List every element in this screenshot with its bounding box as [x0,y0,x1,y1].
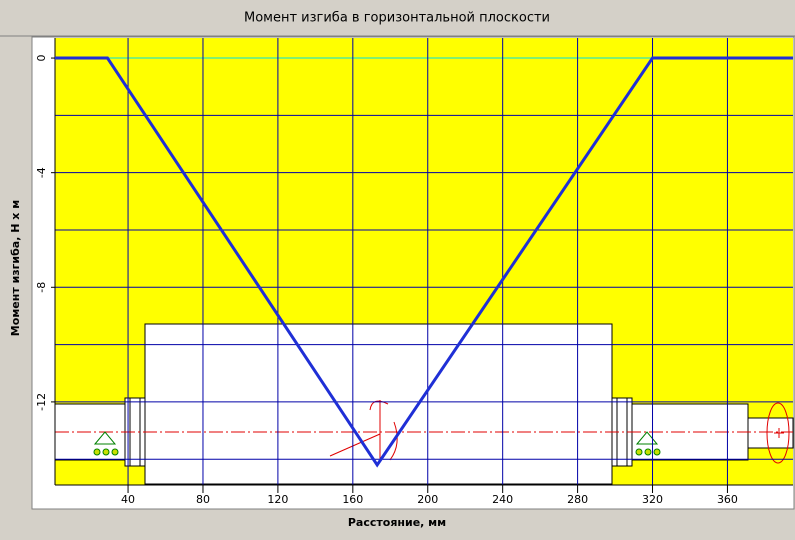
y-tick-label: -4 [35,167,48,178]
y-axis-title: Момент изгиба, Н х м [9,200,22,336]
x-tick-label: 360 [717,493,738,506]
x-tick-label: 280 [567,493,588,506]
shaft-drawing [54,323,794,485]
x-tick-label: 80 [196,493,210,506]
chart-title: Момент изгиба в горизонтальной плоскости [244,11,550,26]
x-tick-label: 240 [492,493,513,506]
x-tick-label: 320 [642,493,663,506]
x-tick-label: 40 [121,493,135,506]
y-tick-label: -12 [35,393,48,411]
y-tick-label: -8 [35,282,48,293]
y-tick-label: 0 [35,55,48,62]
x-axis-title: Расстояние, мм [348,516,446,529]
data-line [55,56,793,468]
x-tick-label: 160 [342,493,363,506]
x-tick-label: 120 [267,493,288,506]
x-tick-label: 200 [417,493,438,506]
